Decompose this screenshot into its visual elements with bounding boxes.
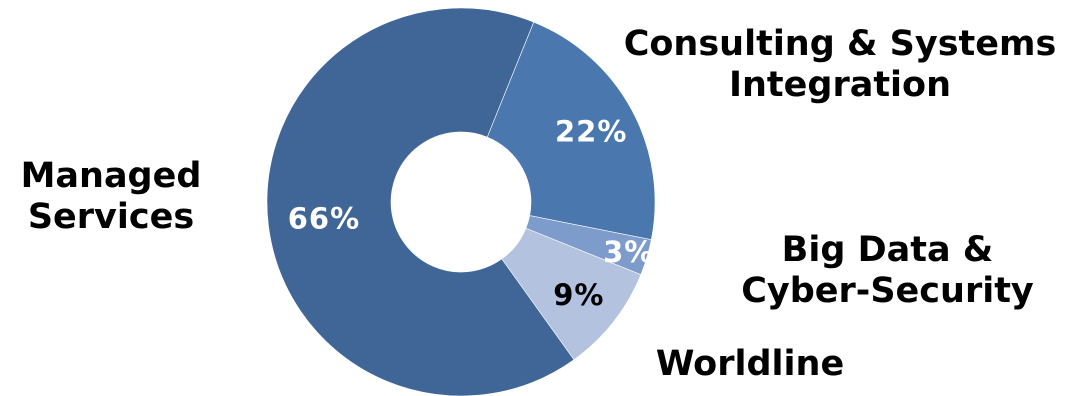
category-label-worldline: Worldline — [630, 344, 870, 385]
donut-slices — [266, 7, 656, 396]
percentage-labels: 22% 3% 9% 66% — [288, 115, 654, 312]
donut-slice-0 — [486, 21, 656, 241]
category-label-consulting-line2: Integration — [728, 65, 952, 105]
percentage-label-1: 3% — [603, 235, 654, 269]
percentage-label-3: 66% — [288, 201, 360, 235]
category-label-big-data-line1: Big Data & — [781, 230, 994, 270]
category-label-managed-services-line1: Managed — [20, 156, 202, 196]
percentage-label-2: 9% — [553, 278, 604, 312]
category-label-consulting: Consulting & Systems Integration — [620, 24, 1060, 106]
category-label-managed-services: Managed Services — [4, 156, 218, 238]
percentage-label-0: 22% — [555, 115, 627, 149]
donut-slice-3 — [266, 7, 575, 396]
category-label-big-data-line2: Cyber-Security — [741, 271, 1034, 311]
category-label-managed-services-line2: Services — [27, 197, 195, 237]
category-label-consulting-line1: Consulting & Systems — [623, 24, 1057, 64]
category-label-big-data: Big Data & Cyber-Security — [700, 230, 1075, 312]
category-label-worldline-line1: Worldline — [655, 344, 845, 384]
